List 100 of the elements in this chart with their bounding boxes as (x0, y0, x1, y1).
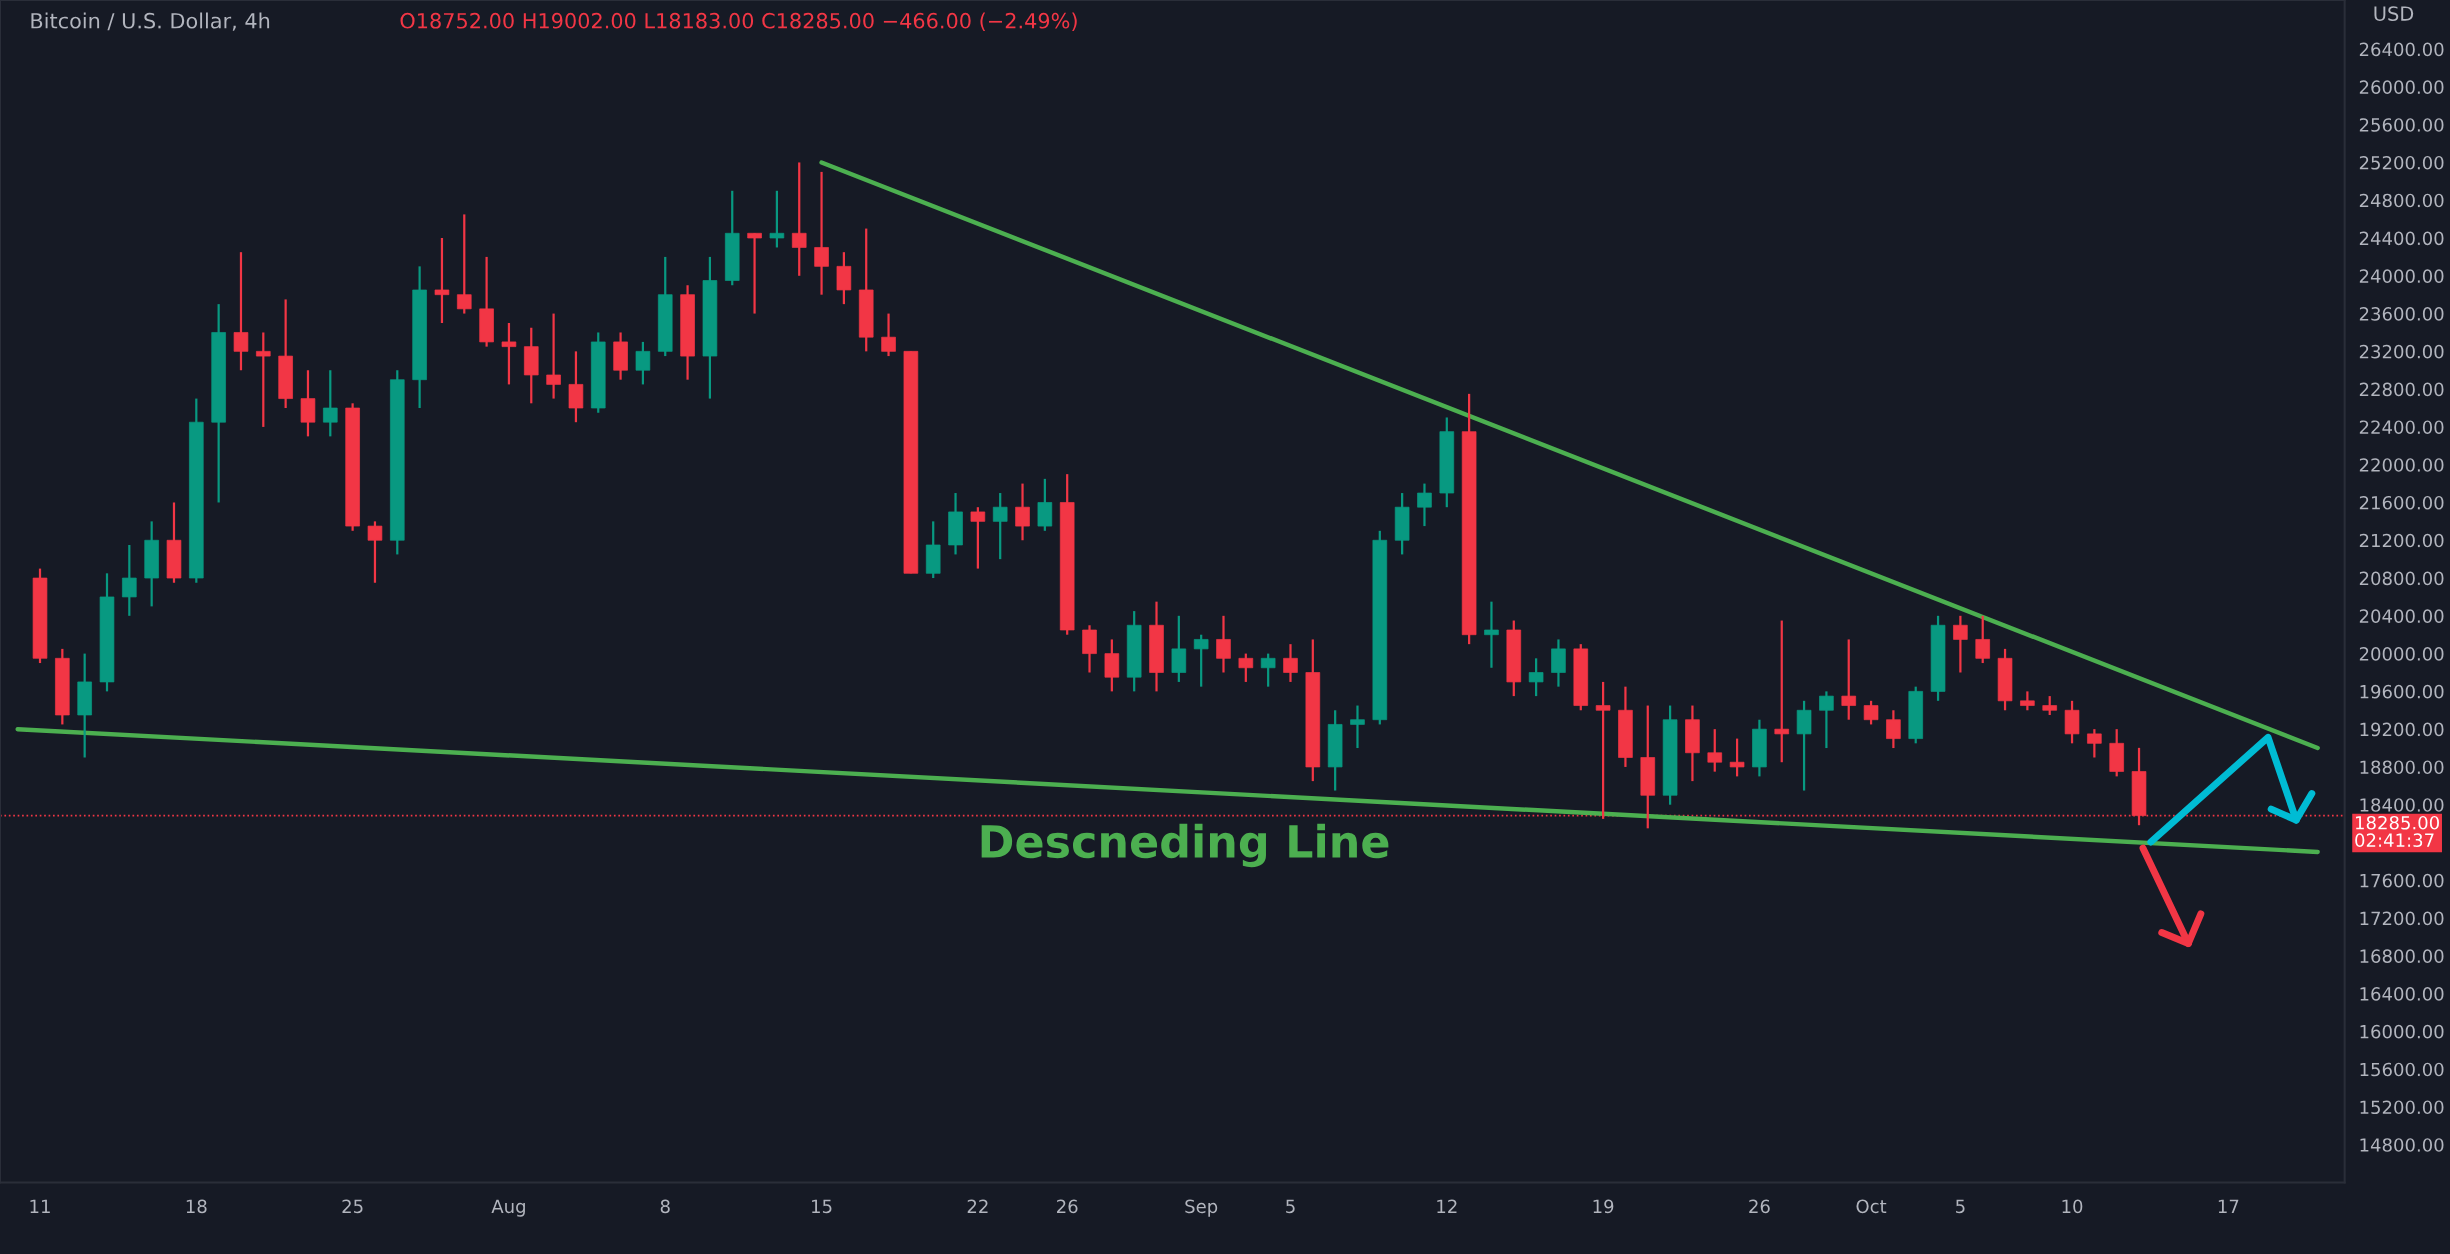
y-tick-label: 17200.00 (2360, 911, 2444, 926)
x-tick-label: 22 (967, 1199, 988, 1213)
candlestick (1841, 638, 1857, 721)
candlestick (1796, 699, 1812, 792)
candlestick (323, 369, 338, 438)
y-tick-label: 22000.00 (2359, 458, 2444, 472)
y-tick-label: 22400.00 (2359, 420, 2444, 435)
candlestick (1886, 709, 1901, 750)
y-tick-label: 21200.00 (2359, 533, 2444, 548)
y-tick-label: 17600.00 (2360, 873, 2444, 888)
y-tick-label: 18800.00 (2360, 760, 2444, 775)
x-tick-label: Aug (491, 1199, 525, 1217)
x-tick-label: 5 (1956, 1199, 1965, 1214)
candlestick (1216, 614, 1231, 674)
ref-line-label: 18285.00 (2356, 815, 2439, 830)
y-tick-label: 20800.00 (2359, 571, 2444, 586)
y-tick-label: 25200.00 (2359, 155, 2444, 170)
text: 02:41:37 (2355, 833, 2434, 848)
y-tick-label: 19200.00 (2360, 722, 2444, 737)
candlestick (1171, 614, 1187, 684)
y-tick-label: 26000.00 (2359, 80, 2444, 95)
candlestick (970, 506, 986, 570)
candlestick (635, 340, 651, 386)
x-tick-label: 25 (342, 1199, 363, 1214)
y-tick-label: 20000.00 (2359, 647, 2444, 661)
candlestick (256, 331, 271, 429)
candlestick (1350, 704, 1365, 750)
x-tick-label: Oct (1856, 1199, 1887, 1214)
candlestick (2064, 699, 2080, 745)
x-tick-label: 15 (812, 1199, 832, 1214)
candlestick (546, 312, 561, 400)
x-tick-label: 5 (1286, 1199, 1295, 1214)
candlestick (1953, 614, 1968, 674)
x-tick-label: Sep (1185, 1199, 1218, 1217)
y-tick-label: 24000.00 (2359, 269, 2444, 283)
candlestick (1595, 680, 1611, 820)
candlestick (2042, 694, 2057, 717)
candlestick (1082, 624, 1097, 674)
candlestick (1819, 690, 1834, 750)
y-tick-label: 18400.00 (2360, 798, 2444, 812)
candlestick (457, 213, 472, 315)
y-tick-label: 24800.00 (2359, 193, 2444, 208)
candlestick (122, 543, 137, 617)
candlestick (1417, 482, 1432, 528)
candlestick (992, 491, 1008, 561)
y-tick-label: 20400.00 (2359, 609, 2444, 623)
candlestick (1238, 652, 1254, 684)
y-tick-label: 16000.00 (2360, 1024, 2444, 1039)
y-tick-label: 23200.00 (2359, 344, 2444, 359)
candlestick (836, 251, 852, 306)
annotation: Descneding Line (981, 823, 1389, 868)
candlestick (1707, 728, 1723, 773)
candlestick (1283, 643, 1298, 684)
x-tick-label: 10 (2062, 1199, 2083, 1214)
y-tick-label: 14800.00 (2360, 1138, 2444, 1152)
y-tick-label: 25600.00 (2359, 118, 2444, 132)
y-tick-label: 16800.00 (2360, 949, 2444, 963)
x-tick-label: 8 (660, 1199, 670, 1214)
x-tick-label: 26 (1749, 1199, 1770, 1214)
candlestick (501, 321, 517, 386)
candlestick (1104, 638, 1120, 693)
text: O18752.00 H19002.00 L18183.00 C18285.00 −466.00 (−2.49%) (400, 12, 1077, 32)
candlestick (791, 161, 807, 277)
candlestick (814, 170, 829, 296)
candlestick (747, 232, 762, 315)
candlestick (1774, 619, 1790, 764)
candlestick (1484, 600, 1499, 669)
x-tick-label: 19 (1593, 1199, 1614, 1214)
y-tick-label: 23600.00 (2359, 307, 2444, 321)
y-tick-label: 15200.00 (2360, 1100, 2444, 1115)
candlestick (568, 350, 584, 424)
candlestick (1528, 657, 1544, 698)
candlestick (1193, 633, 1209, 688)
candlestick (1037, 477, 1053, 532)
y-axis-title: USD (2374, 6, 2414, 21)
candlestick (434, 236, 450, 325)
x-tick-label: 11 (30, 1199, 50, 1213)
candlestick (1975, 614, 1990, 665)
candlestick (1729, 737, 1745, 778)
x-tick-label: 26 (1057, 1199, 1078, 1214)
candlestick (2087, 728, 2102, 759)
candlestick (367, 520, 383, 584)
candlestick (1015, 482, 1030, 542)
y-tick-label: 21600.00 (2359, 495, 2444, 510)
x-tick-label: 12 (1437, 1199, 1457, 1213)
candlestick (881, 312, 896, 358)
y-tick-label: 15600.00 (2360, 1062, 2444, 1077)
candlestick (2020, 690, 2035, 712)
y-tick-label: 16400.00 (2360, 987, 2444, 1001)
candlestick (233, 251, 249, 372)
candlestick (300, 369, 316, 438)
text: Bitcoin / U.S. Dollar, 4h (31, 12, 270, 31)
y-tick-label: 22800.00 (2359, 382, 2444, 397)
candlestick (769, 189, 785, 249)
y-tick-label: 24400.00 (2359, 231, 2444, 246)
x-tick-label: 17 (2218, 1199, 2239, 1213)
candlestick (1260, 652, 1276, 688)
y-tick-label: 19600.00 (2360, 684, 2444, 699)
candlestick (1551, 638, 1566, 688)
y-tick-label: 26400.00 (2359, 42, 2444, 57)
